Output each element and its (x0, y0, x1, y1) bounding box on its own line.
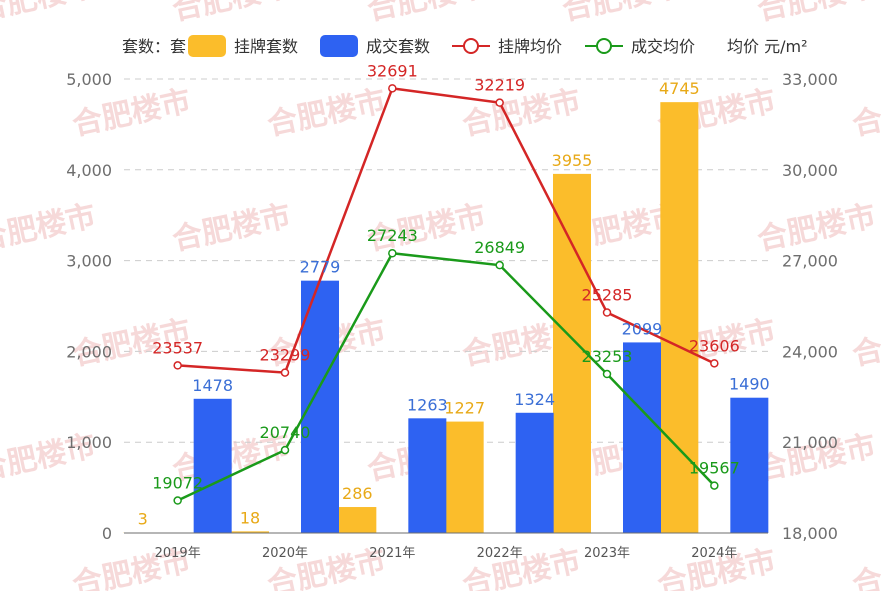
line-label-listing-price: 23537 (152, 338, 203, 357)
data-labels: 3 18 286 1227 3955 4745 1478 2779 1263 1324 2099 14… (138, 61, 770, 528)
bar-label-deal-count: 2099 (622, 319, 663, 338)
line-deal-price (177, 251, 716, 502)
right-axis-unit: 均价 元/m² (727, 37, 807, 56)
line-label-listing-price: 32691 (367, 61, 418, 80)
legend-label-listing-price[interactable]: 挂牌均价 (498, 37, 562, 56)
watermark-text: 合肥楼市 (0, 0, 99, 28)
point-listing-price[interactable] (710, 359, 719, 368)
point-deal-price[interactable] (710, 481, 719, 490)
point-listing-price[interactable] (602, 308, 612, 317)
bar-listing-count[interactable] (553, 173, 591, 534)
bar-deal-count[interactable] (408, 418, 447, 533)
axes: 0 1,000 2,000 3,000 4,000 5,000 18,000 21,000 24… (66, 70, 838, 561)
y-left-tick-label: 3,000 (66, 252, 112, 271)
bar-deal-count[interactable] (623, 342, 661, 533)
point-listing-price[interactable] (495, 98, 504, 107)
watermark-text: 合肥楼市 (849, 544, 881, 591)
point-deal-price[interactable] (173, 496, 182, 505)
line-label-deal-price: 19567 (689, 459, 740, 478)
y-left-tick-label: 5,000 (66, 70, 112, 89)
legend-label-deal-price[interactable]: 成交均价 (631, 37, 695, 56)
bar-label-deal-count: 1263 (407, 395, 448, 414)
watermark-text: 合肥楼市 (69, 84, 194, 143)
line-listing-price (177, 86, 715, 374)
watermark-text: 合肥楼市 (264, 84, 389, 143)
bar-deal-count[interactable] (515, 412, 554, 533)
watermark-text: 合肥楼市 (754, 199, 879, 258)
point-deal-price[interactable] (280, 445, 290, 455)
x-tick-label: 2023年 (584, 546, 630, 561)
legend-marker-deal-price[interactable] (596, 38, 612, 54)
legend: 套数：套 挂牌套数 成交套数 挂牌均价 成交均价 均价 元/m² (122, 35, 807, 57)
watermark-text: 合肥楼市 (0, 199, 99, 258)
point-deal-price[interactable] (388, 248, 397, 258)
bar-deal-count[interactable] (193, 398, 232, 533)
watermark-text: 合肥楼市 (169, 0, 294, 28)
line-label-deal-price: 20740 (260, 423, 311, 442)
y-right-tick-label: 30,000 (782, 161, 838, 180)
line-label-listing-price: 23606 (689, 336, 740, 355)
line-label-listing-price: 25285 (582, 286, 633, 305)
x-tick-label: 2021年 (369, 546, 415, 561)
x-tick-label: 2022年 (477, 546, 523, 561)
bar-label-listing-count: 1227 (444, 399, 485, 418)
x-tick-label: 2020年 (262, 546, 308, 561)
bar-label-listing-count: 18 (240, 508, 260, 527)
x-tick-label: 2024年 (691, 546, 737, 561)
y-right-tick-label: 21,000 (782, 433, 838, 452)
y-left-tick-label: 2,000 (66, 342, 112, 361)
line-label-listing-price: 32219 (474, 76, 525, 95)
legend-label-listing-count[interactable]: 挂牌套数 (234, 37, 298, 56)
bar-label-listing-count: 3955 (552, 151, 593, 170)
line-label-listing-price: 23299 (260, 346, 311, 365)
line-label-deal-price: 19072 (152, 474, 203, 493)
x-tick-label: 2019年 (155, 546, 201, 561)
left-axis-unit: 套数：套 (122, 37, 186, 56)
point-deal-price[interactable] (495, 260, 504, 270)
bar-label-listing-count: 4745 (659, 79, 700, 98)
y-left-tick-label: 0 (102, 524, 112, 543)
watermark-text: 合肥楼市 (559, 0, 684, 28)
y-left-tick-label: 1,000 (66, 433, 112, 452)
legend-swatch-deal-count[interactable] (320, 35, 358, 57)
bar-label-listing-count: 286 (342, 484, 373, 503)
point-deal-price[interactable] (602, 369, 612, 379)
bar-listing-count[interactable] (231, 531, 269, 533)
watermark-text: 合肥楼市 (849, 314, 881, 373)
bar-listing-count[interactable] (445, 421, 484, 533)
line-label-deal-price: 26849 (474, 238, 525, 257)
bar-label-deal-count: 2779 (300, 258, 341, 277)
bar-label-deal-count: 1490 (729, 375, 770, 394)
bars (123, 102, 769, 534)
watermark-text: 合肥楼市 (849, 84, 881, 143)
lines (173, 84, 719, 505)
line-label-deal-price: 27243 (367, 226, 418, 245)
point-listing-price[interactable] (388, 84, 397, 93)
bar-label-deal-count: 1478 (192, 376, 233, 395)
y-right-tick-label: 27,000 (782, 252, 838, 271)
point-listing-price[interactable] (173, 361, 182, 370)
point-listing-price[interactable] (280, 368, 290, 377)
bar-listing-count[interactable] (338, 507, 377, 533)
bar-label-listing-count: 3 (138, 510, 148, 529)
legend-label-deal-count[interactable]: 成交套数 (366, 37, 430, 56)
legend-marker-listing-price[interactable] (463, 38, 479, 54)
legend-swatch-listing-count[interactable] (188, 35, 226, 57)
y-right-tick-label: 18,000 (782, 524, 838, 543)
bar-deal-count[interactable] (730, 397, 769, 533)
watermark-text: 合肥楼市 (364, 0, 489, 28)
bar-label-deal-count: 1324 (514, 390, 555, 409)
y-right-tick-label: 33,000 (782, 70, 838, 89)
watermark-text: 合肥楼市 (169, 199, 294, 258)
watermark-text: 合肥楼市 (754, 0, 879, 28)
y-right-tick-label: 24,000 (782, 342, 838, 361)
y-left-tick-label: 4,000 (66, 161, 112, 180)
line-label-deal-price: 23253 (582, 347, 633, 366)
